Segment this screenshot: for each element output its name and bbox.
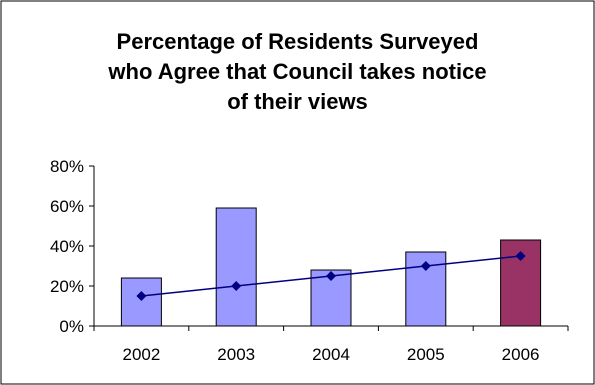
x-tick-label: 2006 [502,345,540,364]
y-tick-label: 60% [50,197,84,216]
chart-title-line-3: of their views [227,89,368,114]
trend-point-2004 [326,271,336,281]
bar-2002 [120,277,162,327]
x-tick-label: 2002 [122,345,160,364]
y-tick-label: 0% [59,317,84,336]
trend-point-2002 [136,291,147,301]
y-tick-label: 40% [50,237,84,256]
x-tick-label: 2003 [217,345,255,364]
bar-2003 [215,207,257,327]
x-tick-label: 2005 [407,345,445,364]
trend-point-2003 [231,281,242,291]
trend-point-2005 [420,261,431,271]
y-tick-label: 20% [50,277,84,296]
chart-title: Percentage of Residents Surveyed who Agr… [40,27,555,117]
trend-point-2006 [515,251,526,261]
bar-2004 [310,269,352,327]
plot-area: 0% 20% 40% 60% 80% 2002 2003 2004 2005 2006 [50,157,569,364]
chart-title-line-2: who Agree that Council takes notice [108,59,487,84]
x-tick-label: 2004 [312,345,350,364]
y-tick-label: 80% [50,157,84,176]
chart-title-line-1: Percentage of Residents Surveyed [116,29,479,54]
